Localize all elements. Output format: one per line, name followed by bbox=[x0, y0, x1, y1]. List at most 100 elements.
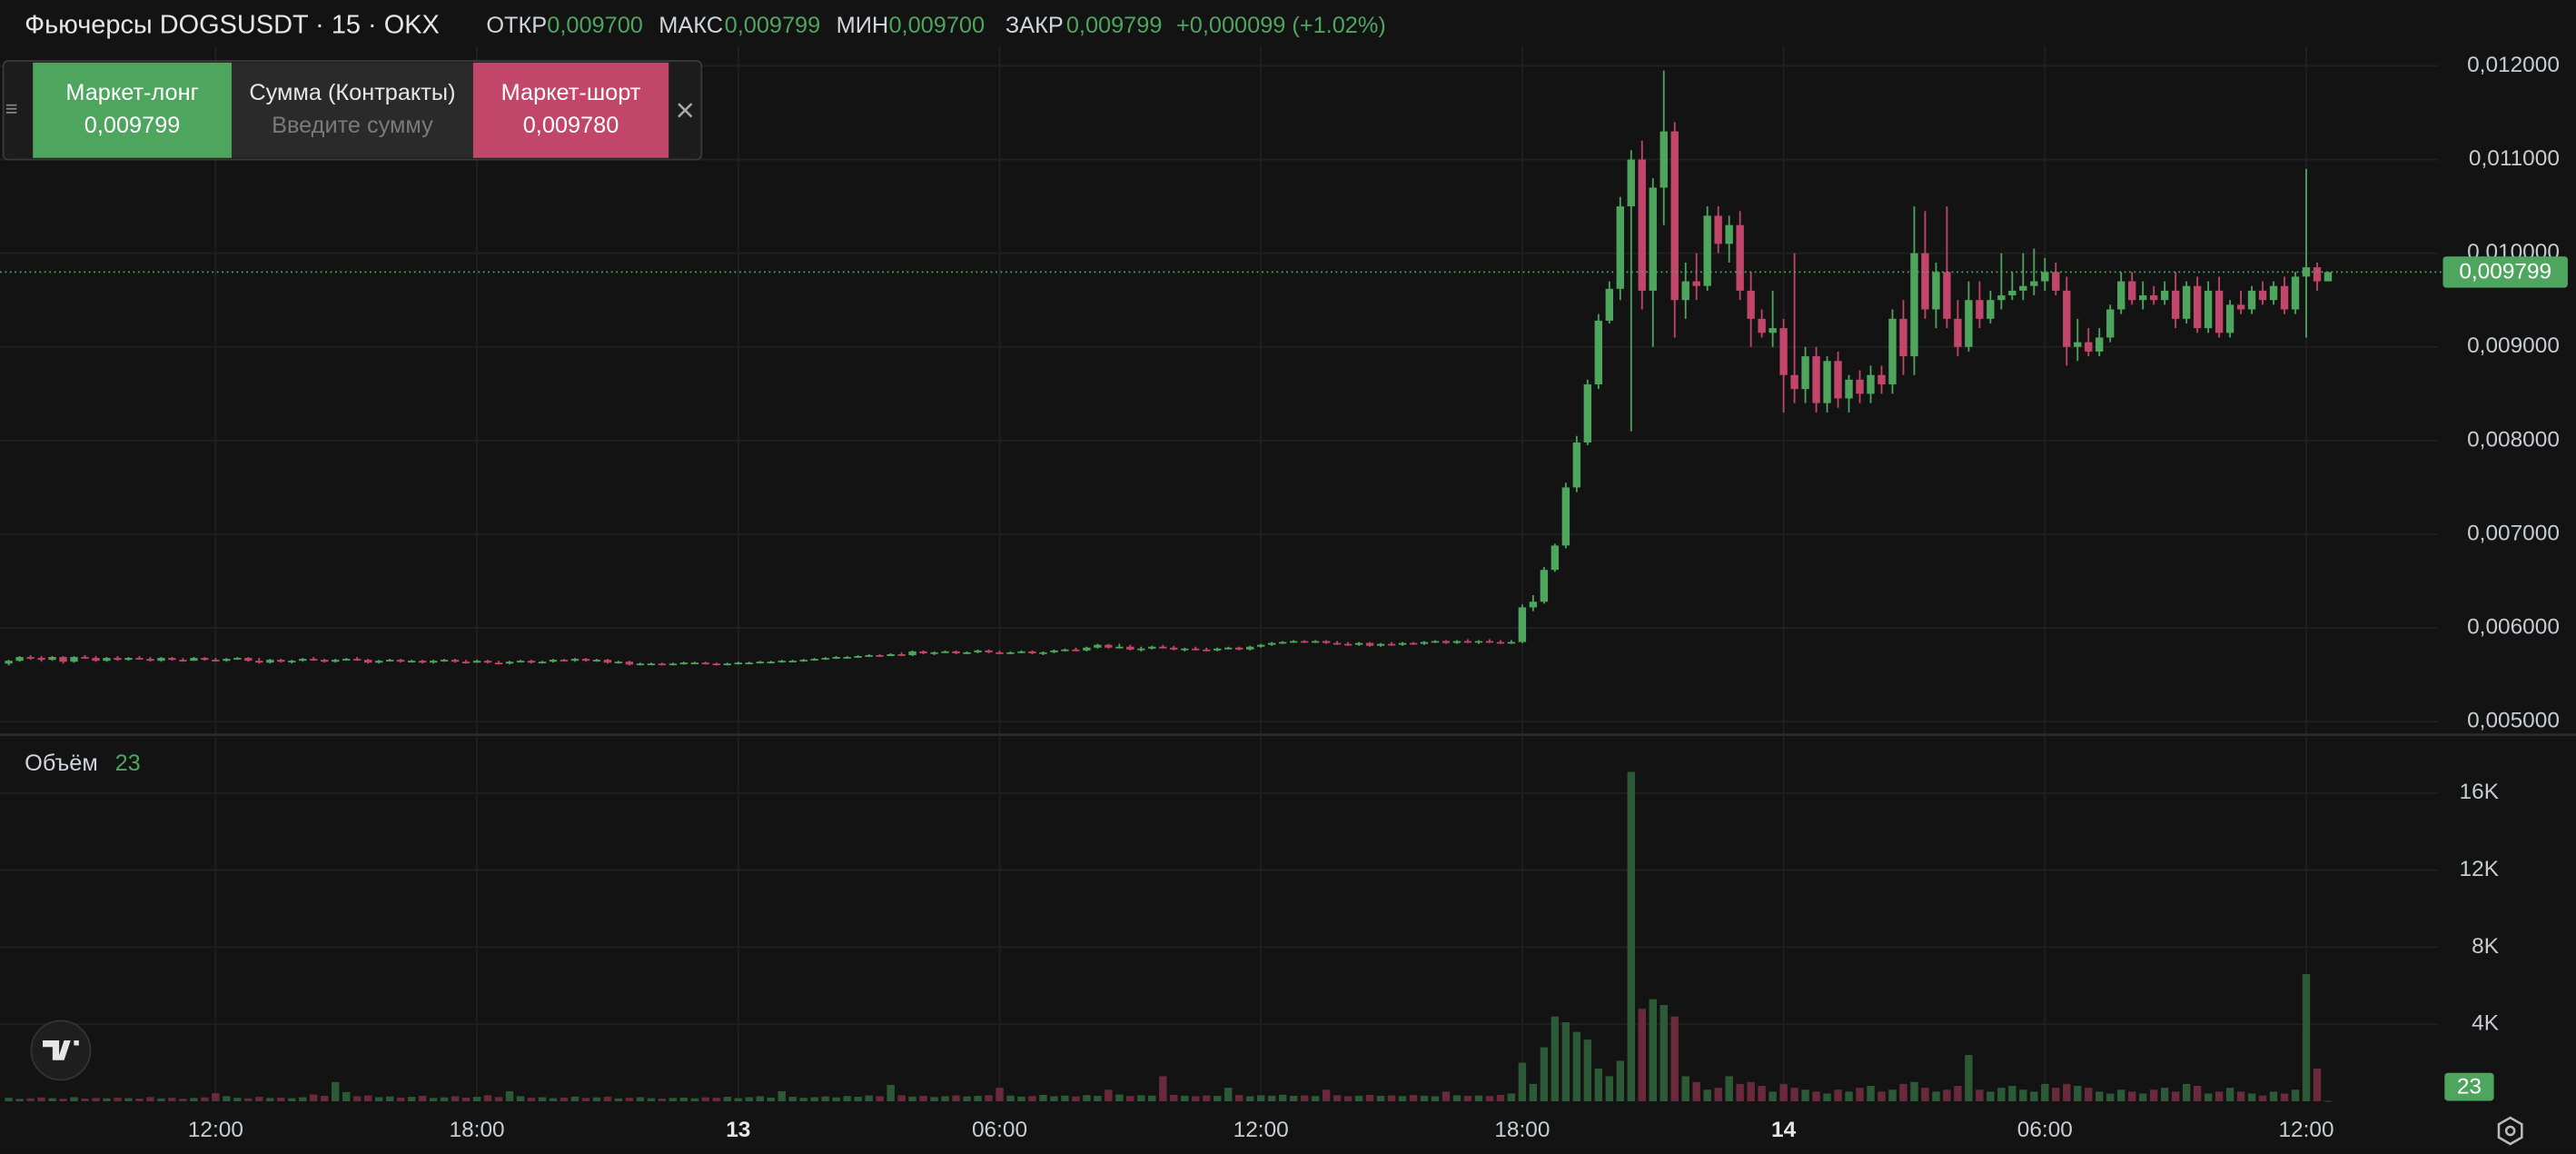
candle-body bbox=[2302, 267, 2311, 277]
volume-bar bbox=[1159, 1076, 1167, 1101]
long-label[interactable]: Маркет-лонг bbox=[65, 80, 199, 105]
candle-body bbox=[2269, 285, 2278, 301]
volume-bar bbox=[2085, 1088, 2093, 1101]
volume-bar bbox=[2269, 1091, 2278, 1101]
candle-body bbox=[767, 662, 775, 664]
amount-label[interactable]: Сумма (Контракты) bbox=[249, 80, 455, 105]
logo-mark[interactable] bbox=[43, 1040, 79, 1060]
short-button-bg[interactable] bbox=[472, 62, 669, 158]
y-tick-label: 0,005000 bbox=[2467, 709, 2560, 733]
candle-body bbox=[2019, 285, 2027, 291]
volume-bar bbox=[854, 1097, 862, 1101]
candle-body bbox=[1518, 607, 1527, 642]
amount-bg[interactable] bbox=[232, 62, 473, 158]
candle-body bbox=[1474, 641, 1483, 643]
volume-bar bbox=[1170, 1094, 1178, 1101]
amount-placeholder[interactable]: Введите сумму bbox=[272, 113, 433, 138]
candle-body bbox=[461, 662, 471, 664]
volume-bar bbox=[1714, 1088, 1722, 1101]
candle-body bbox=[2008, 290, 2016, 296]
settings-icon[interactable] bbox=[2497, 1116, 2523, 1146]
volume-bar bbox=[1572, 1031, 1581, 1101]
logo-circle[interactable] bbox=[30, 1020, 92, 1081]
candle-body bbox=[1551, 545, 1560, 571]
candle-body bbox=[690, 662, 699, 665]
volume-bar bbox=[1376, 1096, 1385, 1101]
volume-bar bbox=[865, 1095, 873, 1101]
volume-bar bbox=[1126, 1096, 1134, 1101]
volume-bar bbox=[527, 1098, 536, 1101]
volume-bar bbox=[212, 1093, 220, 1101]
settings-button[interactable] bbox=[2497, 1116, 2523, 1146]
volume-bar bbox=[1747, 1081, 1755, 1101]
candle-body bbox=[2139, 295, 2147, 301]
volume-bar bbox=[321, 1096, 329, 1101]
volume-bar bbox=[59, 1099, 67, 1101]
candle-body bbox=[332, 660, 340, 662]
volume-bar bbox=[1561, 1022, 1570, 1101]
candle-body bbox=[1203, 649, 1211, 652]
volume-bar bbox=[1267, 1095, 1276, 1101]
candle-body bbox=[1681, 281, 1689, 301]
candle-body bbox=[1256, 644, 1265, 647]
volume-bar bbox=[2074, 1086, 2082, 1101]
volume-bar bbox=[1365, 1094, 1374, 1101]
volume-bar bbox=[124, 1098, 133, 1101]
volume-bar bbox=[332, 1081, 340, 1101]
candle-body bbox=[168, 658, 176, 661]
volume-label: Объём bbox=[25, 751, 98, 776]
volume-bar bbox=[1845, 1091, 1853, 1101]
tradingview-logo[interactable] bbox=[30, 1020, 92, 1081]
candle-body bbox=[1235, 647, 1243, 650]
candle-body bbox=[756, 662, 764, 664]
candle-body bbox=[1986, 300, 1995, 319]
close-panel[interactable] bbox=[678, 103, 693, 118]
candle-body bbox=[374, 661, 383, 663]
volume-bar bbox=[483, 1095, 492, 1101]
candle-body bbox=[321, 660, 329, 662]
candle-body bbox=[1452, 641, 1461, 643]
candle-body bbox=[1561, 487, 1570, 546]
volume-bar bbox=[1899, 1083, 1907, 1101]
drag-handle[interactable]: ≡ bbox=[5, 97, 18, 121]
candle-body bbox=[2214, 290, 2224, 333]
volume-bar bbox=[581, 1098, 590, 1101]
volume-bar bbox=[930, 1097, 938, 1101]
candle-body bbox=[451, 660, 460, 662]
candle-body bbox=[429, 661, 438, 663]
candle-body bbox=[1496, 642, 1505, 644]
volume-bar bbox=[952, 1095, 960, 1101]
long-price[interactable]: 0,009799 bbox=[84, 113, 181, 138]
short-label[interactable]: Маркет-шорт bbox=[501, 80, 641, 105]
candle-body bbox=[1420, 642, 1429, 644]
candle-body bbox=[2323, 272, 2333, 282]
amount-input[interactable]: Сумма (Контракты) Введите сумму bbox=[232, 62, 473, 158]
candle-body bbox=[212, 660, 220, 662]
candle-body bbox=[1148, 646, 1156, 649]
volume-bar bbox=[494, 1097, 503, 1101]
short-price[interactable]: 0,009780 bbox=[523, 113, 619, 138]
candle-body bbox=[2171, 290, 2180, 319]
x-tick-label: 18:00 bbox=[1494, 1118, 1550, 1142]
x-tick-label: 12:00 bbox=[1234, 1118, 1289, 1142]
candle-body bbox=[353, 659, 362, 661]
volume-bar bbox=[1017, 1096, 1025, 1101]
candle-body bbox=[778, 661, 786, 662]
long-button-bg[interactable] bbox=[33, 62, 233, 158]
candle-body bbox=[908, 651, 916, 655]
volume-bar bbox=[1431, 1096, 1440, 1101]
volume-bar bbox=[669, 1098, 678, 1101]
volume-bar bbox=[745, 1097, 753, 1101]
candle-body bbox=[15, 657, 24, 662]
volume-bar bbox=[15, 1099, 24, 1101]
candle-body bbox=[1779, 328, 1788, 375]
short-button[interactable]: Маркет-шорт 0,009780 bbox=[472, 62, 669, 158]
candle-body bbox=[581, 659, 590, 662]
candle-body bbox=[854, 656, 862, 658]
settings-dot[interactable] bbox=[2504, 1125, 2516, 1137]
volume-bar bbox=[1540, 1047, 1549, 1101]
volume-bar bbox=[1278, 1094, 1287, 1101]
long-button[interactable]: Маркет-лонг 0,009799 bbox=[33, 62, 233, 158]
